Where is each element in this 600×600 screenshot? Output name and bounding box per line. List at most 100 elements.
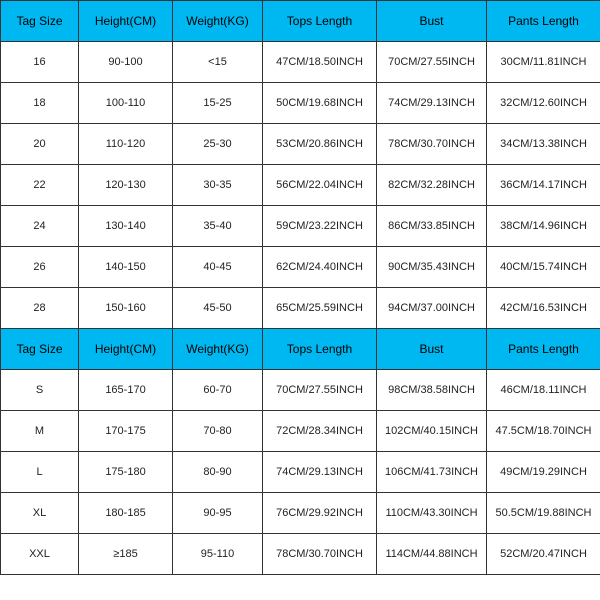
cell: 74CM/29.13INCH [377, 83, 487, 124]
cell: M [1, 411, 79, 452]
cell: 30CM/11.81INCH [487, 42, 600, 83]
cell: 74CM/29.13INCH [263, 452, 377, 493]
cell: 82CM/32.28INCH [377, 165, 487, 206]
cell: 26 [1, 247, 79, 288]
cell: 80-90 [173, 452, 263, 493]
table-row: 20110-12025-3053CM/20.86INCH78CM/30.70IN… [1, 124, 600, 165]
cell: 110CM/43.30INCH [377, 493, 487, 534]
cell: 90-100 [79, 42, 173, 83]
col-header-4: Bust [377, 1, 487, 42]
cell: 16 [1, 42, 79, 83]
table-row: 1690-100<1547CM/18.50INCH70CM/27.55INCH3… [1, 42, 600, 83]
col-header-5: Pants Length [487, 1, 600, 42]
cell: 70-80 [173, 411, 263, 452]
cell: 65CM/25.59INCH [263, 288, 377, 329]
cell: 72CM/28.34INCH [263, 411, 377, 452]
size-chart-table: Tag SizeHeight(CM)Weight(KG)Tops LengthB… [0, 0, 600, 575]
table-row: XL180-18590-9576CM/29.92INCH110CM/43.30I… [1, 493, 600, 534]
cell: XL [1, 493, 79, 534]
cell: 32CM/12.60INCH [487, 83, 600, 124]
col-header-1: Height(CM) [79, 329, 173, 370]
cell: 78CM/30.70INCH [263, 534, 377, 575]
cell: 70CM/27.55INCH [263, 370, 377, 411]
cell: 46CM/18.11INCH [487, 370, 600, 411]
cell: 28 [1, 288, 79, 329]
cell: 165-170 [79, 370, 173, 411]
col-header-0: Tag Size [1, 1, 79, 42]
cell: 90-95 [173, 493, 263, 534]
table-row: 18100-11015-2550CM/19.68INCH74CM/29.13IN… [1, 83, 600, 124]
cell: 106CM/41.73INCH [377, 452, 487, 493]
cell: 52CM/20.47INCH [487, 534, 600, 575]
cell: 42CM/16.53INCH [487, 288, 600, 329]
cell: 15-25 [173, 83, 263, 124]
table-row: 22120-13030-3556CM/22.04INCH82CM/32.28IN… [1, 165, 600, 206]
cell: 90CM/35.43INCH [377, 247, 487, 288]
cell: 114CM/44.88INCH [377, 534, 487, 575]
table-row: 24130-14035-4059CM/23.22INCH86CM/33.85IN… [1, 206, 600, 247]
col-header-3: Tops Length [263, 329, 377, 370]
cell: XXL [1, 534, 79, 575]
cell: 100-110 [79, 83, 173, 124]
cell: 59CM/23.22INCH [263, 206, 377, 247]
cell: <15 [173, 42, 263, 83]
cell: 34CM/13.38INCH [487, 124, 600, 165]
header-row: Tag SizeHeight(CM)Weight(KG)Tops LengthB… [1, 329, 600, 370]
cell: 50.5CM/19.88INCH [487, 493, 600, 534]
cell: 50CM/19.68INCH [263, 83, 377, 124]
cell: 38CM/14.96INCH [487, 206, 600, 247]
cell: 175-180 [79, 452, 173, 493]
col-header-2: Weight(KG) [173, 1, 263, 42]
table-row: S165-17060-7070CM/27.55INCH98CM/38.58INC… [1, 370, 600, 411]
cell: 60-70 [173, 370, 263, 411]
cell: 102CM/40.15INCH [377, 411, 487, 452]
table-row: L175-18080-9074CM/29.13INCH106CM/41.73IN… [1, 452, 600, 493]
cell: 47.5CM/18.70INCH [487, 411, 600, 452]
cell: 40CM/15.74INCH [487, 247, 600, 288]
cell: 40-45 [173, 247, 263, 288]
cell: 120-130 [79, 165, 173, 206]
cell: S [1, 370, 79, 411]
cell: 53CM/20.86INCH [263, 124, 377, 165]
cell: 18 [1, 83, 79, 124]
table-row: 28150-16045-5065CM/25.59INCH94CM/37.00IN… [1, 288, 600, 329]
cell: 110-120 [79, 124, 173, 165]
cell: 49CM/19.29INCH [487, 452, 600, 493]
cell: 20 [1, 124, 79, 165]
cell: 78CM/30.70INCH [377, 124, 487, 165]
table-row: 26140-15040-4562CM/24.40INCH90CM/35.43IN… [1, 247, 600, 288]
cell: 45-50 [173, 288, 263, 329]
table-row: M170-17570-8072CM/28.34INCH102CM/40.15IN… [1, 411, 600, 452]
header-row: Tag SizeHeight(CM)Weight(KG)Tops LengthB… [1, 1, 600, 42]
cell: 94CM/37.00INCH [377, 288, 487, 329]
cell: 30-35 [173, 165, 263, 206]
size-table: Tag SizeHeight(CM)Weight(KG)Tops LengthB… [0, 0, 600, 575]
cell: 170-175 [79, 411, 173, 452]
cell: 36CM/14.17INCH [487, 165, 600, 206]
cell: 47CM/18.50INCH [263, 42, 377, 83]
col-header-1: Height(CM) [79, 1, 173, 42]
cell: 24 [1, 206, 79, 247]
cell: 95-110 [173, 534, 263, 575]
cell: 180-185 [79, 493, 173, 534]
cell: 70CM/27.55INCH [377, 42, 487, 83]
cell: 35-40 [173, 206, 263, 247]
cell: 76CM/29.92INCH [263, 493, 377, 534]
cell: 98CM/38.58INCH [377, 370, 487, 411]
table-row: XXL≥18595-11078CM/30.70INCH114CM/44.88IN… [1, 534, 600, 575]
col-header-5: Pants Length [487, 329, 600, 370]
cell: 22 [1, 165, 79, 206]
col-header-0: Tag Size [1, 329, 79, 370]
col-header-2: Weight(KG) [173, 329, 263, 370]
col-header-3: Tops Length [263, 1, 377, 42]
cell: 56CM/22.04INCH [263, 165, 377, 206]
cell: 130-140 [79, 206, 173, 247]
cell: 25-30 [173, 124, 263, 165]
cell: 62CM/24.40INCH [263, 247, 377, 288]
col-header-4: Bust [377, 329, 487, 370]
cell: ≥185 [79, 534, 173, 575]
cell: 140-150 [79, 247, 173, 288]
cell: L [1, 452, 79, 493]
cell: 150-160 [79, 288, 173, 329]
cell: 86CM/33.85INCH [377, 206, 487, 247]
